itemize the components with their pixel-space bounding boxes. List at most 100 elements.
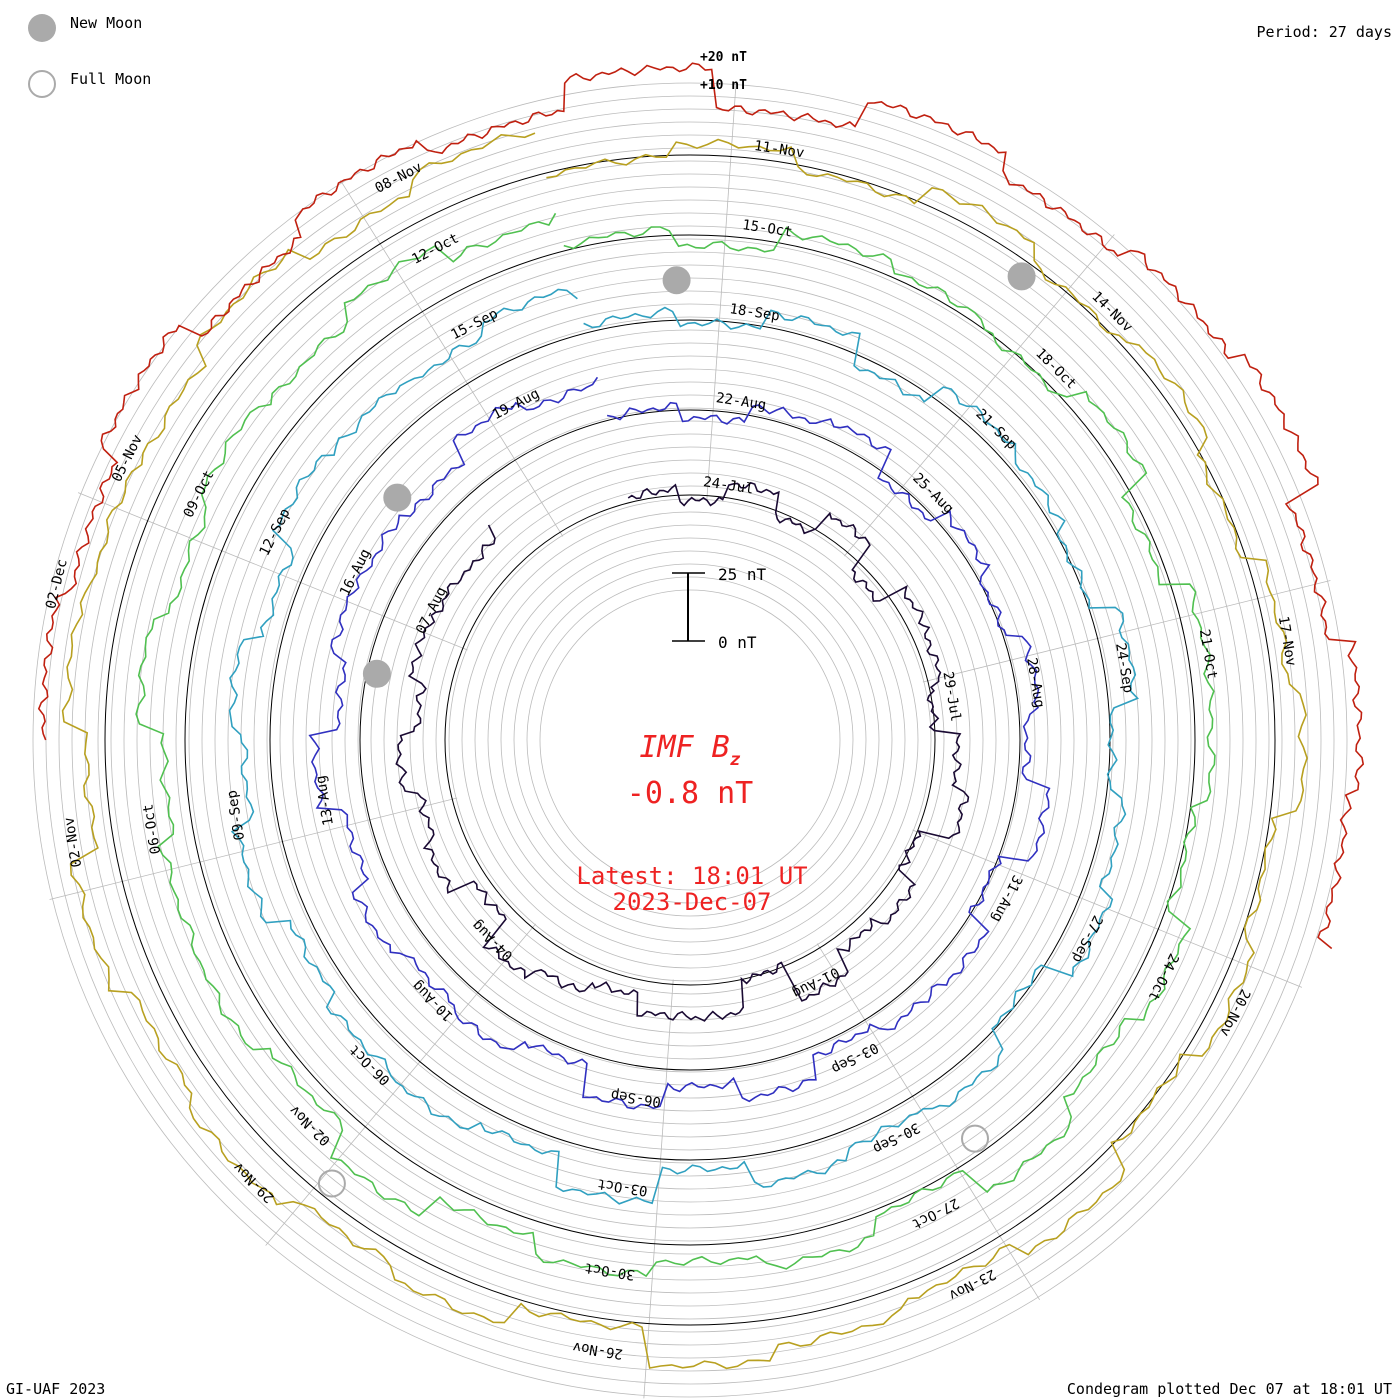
series-line [395, 481, 970, 1022]
grid-ring [136, 186, 1244, 1294]
ring-label-20: +20 nT [700, 50, 747, 65]
grid-ring [409, 459, 971, 1021]
date-label: 02-Nov [61, 816, 85, 869]
grid-layer [32, 81, 1348, 1399]
new-moon-marker [362, 659, 391, 688]
grid-ring [435, 485, 945, 995]
date-label: 10-Aug [409, 977, 456, 1024]
grid-ring [474, 524, 906, 956]
grid-ring [500, 550, 880, 930]
date-label: 24-Jul [702, 474, 754, 497]
series-layer [37, 62, 1365, 1370]
ring-label-10: +10 nT [700, 78, 747, 93]
grid-ring [58, 108, 1322, 1372]
new-moon-marker [383, 483, 412, 512]
grid-spoke [77, 492, 468, 651]
grid-ring [383, 433, 997, 1047]
date-label: 08-Nov [373, 159, 425, 196]
date-label: 28-Aug [1023, 657, 1047, 710]
grid-ring [175, 225, 1205, 1255]
date-label: 22-Aug [715, 390, 767, 413]
date-label: 13-Aug [313, 774, 337, 827]
grid-spoke [340, 180, 564, 537]
scale-bottom-label: 0 nT [718, 633, 757, 652]
baseline-ring [359, 409, 1021, 1071]
grid-ring [97, 147, 1283, 1333]
full-moon-icon [28, 70, 56, 98]
grid-ring [305, 355, 1075, 1125]
latest-date: 2023-Dec-07 [613, 888, 772, 916]
date-label: 06-Sep [610, 1086, 662, 1109]
grid-ring [45, 95, 1335, 1385]
date-label: 14-Nov [1088, 289, 1135, 336]
grid-ring [188, 238, 1192, 1242]
grid-ring [461, 511, 919, 969]
grid-ring [253, 303, 1127, 1177]
grid-spoke [843, 234, 1115, 557]
grid-ring [318, 368, 1062, 1112]
grid-ring [539, 589, 841, 891]
date-label: 02-Dec [43, 558, 71, 611]
series-line [37, 62, 1365, 950]
series-line [228, 288, 1140, 1205]
date-label: 26-Nov [572, 1338, 624, 1361]
new-moon-icon [28, 14, 56, 42]
date-label: 24-Sep [1112, 642, 1136, 695]
current-value: -0.8 nT [627, 776, 753, 811]
grid-ring [292, 342, 1088, 1138]
grid-ring [84, 134, 1296, 1346]
grid-spoke [643, 979, 674, 1399]
grid-spoke [706, 81, 737, 501]
baseline-ring [104, 154, 1276, 1326]
grid-ring [162, 212, 1218, 1268]
grid-ring [526, 576, 854, 904]
grid-ring [201, 251, 1179, 1229]
date-label: 18-Oct [1032, 345, 1079, 392]
period-label: Period: 27 days [1256, 23, 1392, 41]
date-label: 03-Oct [596, 1175, 648, 1198]
grid-ring [71, 121, 1309, 1359]
date-label: 11-Nov [753, 138, 805, 161]
date-label: 09-Oct [181, 468, 218, 520]
scale-bar: 25 nT 0 nT [672, 565, 767, 652]
full-moon-label: Full Moon [70, 70, 152, 88]
date-label: 24-Oct [1145, 951, 1182, 1003]
date-label: 20-Nov [1216, 986, 1253, 1038]
grid-ring [110, 160, 1270, 1320]
full-moon-marker [317, 1169, 346, 1198]
grid-ring [370, 420, 1010, 1060]
date-label: 12-Sep [257, 506, 294, 558]
baseline-ring [444, 494, 936, 986]
grid-ring [357, 407, 1023, 1073]
scale-top-label: 25 nT [718, 565, 767, 584]
date-label: 31-Aug [988, 872, 1025, 924]
grid-ring [266, 316, 1114, 1164]
full-moon-marker [961, 1124, 989, 1153]
date-label: 05-Nov [109, 432, 146, 484]
date-label: 21-Sep [972, 406, 1019, 453]
date-label: 15-Oct [741, 217, 793, 240]
series-line [308, 376, 1051, 1110]
grid-ring [32, 82, 1348, 1398]
date-label: 07-Aug [413, 584, 450, 636]
grid-ring [279, 329, 1101, 1151]
date-label: 30-Oct [584, 1259, 636, 1282]
plotted-label: Condegram plotted Dec 07 at 18:01 UT [1066, 1380, 1392, 1398]
new-moon-marker [1007, 262, 1036, 291]
credit-label: GI-UAF 2023 [6, 1380, 106, 1398]
date-label: 06-Oct [140, 803, 164, 856]
grid-ring [344, 394, 1036, 1086]
baseline-ring [184, 234, 1196, 1246]
grid-ring [487, 537, 893, 943]
new-moon-label: New Moon [70, 14, 143, 32]
grid-ring [214, 264, 1166, 1216]
grid-spoke [922, 580, 1331, 683]
series-line [135, 212, 1216, 1278]
series-line [61, 132, 1308, 1370]
date-label: 03-Sep [829, 1039, 881, 1076]
grid-ring [123, 173, 1257, 1307]
grid-ring [396, 446, 984, 1034]
latest-time: Latest: 18:01 UT [576, 862, 807, 890]
grid-ring [513, 563, 867, 917]
